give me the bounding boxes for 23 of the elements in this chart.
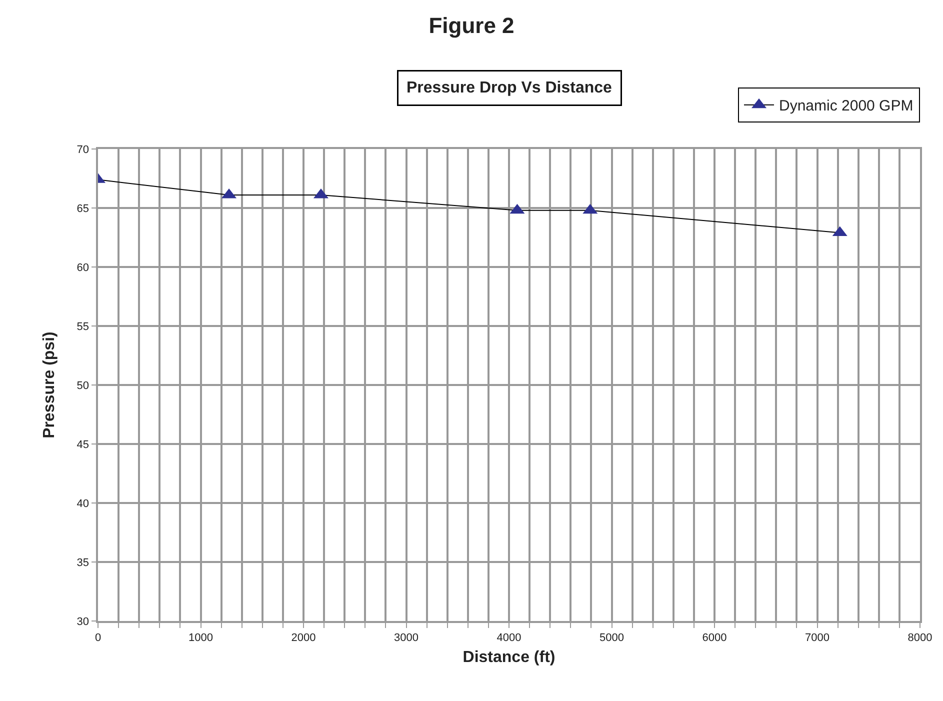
y-tick-label: 45 <box>76 438 90 451</box>
x-tick-label: 5000 <box>600 632 624 644</box>
x-tick-label: 6000 <box>702 632 727 644</box>
y-tick-label: 65 <box>76 202 90 215</box>
legend-label: Dynamic 2000 GPM <box>779 98 914 115</box>
x-tick-label: 1000 <box>188 632 213 644</box>
y-tick-label: 70 <box>76 144 90 156</box>
chart-subtitle: Pressure Drop Vs Distance <box>406 80 612 96</box>
y-tick-label: 50 <box>76 380 90 392</box>
x-tick-label: 8000 <box>908 632 932 644</box>
y-tick-label: 60 <box>76 262 90 274</box>
y-tick-label: 40 <box>76 498 90 510</box>
y-tick-label: 35 <box>76 556 90 569</box>
x-tick-label: 3000 <box>394 632 418 644</box>
x-tick-label: 4000 <box>496 632 522 644</box>
x-axis-title: Distance (ft) <box>462 649 556 666</box>
x-tick-label: 0 <box>94 632 102 644</box>
y-tick-label: 55 <box>76 320 90 333</box>
y-tick-label: 30 <box>76 616 90 628</box>
x-tick-label: 7000 <box>805 632 830 644</box>
x-tick-label: 2000 <box>291 632 316 644</box>
y-axis-title: Pressure (psi) <box>41 332 58 438</box>
chart-title: Figure 2 <box>428 12 514 38</box>
